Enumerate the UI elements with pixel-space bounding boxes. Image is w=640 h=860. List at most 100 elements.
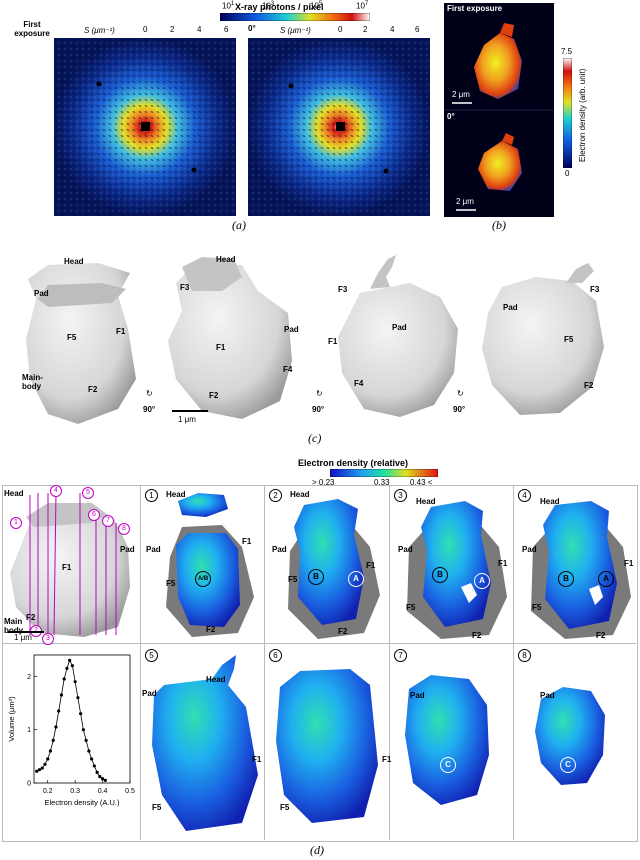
c1-label: Pad — [34, 289, 49, 298]
data-point — [65, 666, 69, 670]
b-bottom-title: 0° — [447, 112, 455, 121]
panel-d: Electron density (relative) > 0.23 0.33 … — [0, 455, 640, 860]
marker: A — [598, 571, 614, 587]
slice-label: F1 — [252, 755, 262, 764]
c2-label: F4 — [283, 365, 293, 374]
slice-label: F1 — [382, 755, 392, 764]
c1-label: F2 — [88, 385, 98, 394]
overview-scale-label: 1 μm — [14, 633, 32, 642]
c-scale-bar — [172, 410, 208, 412]
data-point — [79, 712, 83, 716]
data-point — [51, 738, 55, 742]
slice-label: Head — [166, 490, 186, 499]
c2-label: F3 — [180, 283, 190, 292]
overview-slice-marker: 7 — [102, 515, 114, 527]
right-axis-tick: 4 — [390, 25, 395, 34]
plot-frame — [33, 654, 131, 784]
overview-label: Head — [4, 489, 24, 498]
ed-colorbar-min: 0 — [565, 169, 570, 178]
slice-label: Head — [540, 497, 560, 506]
c4-label: Pad — [503, 303, 518, 312]
slice-number: 6 — [269, 649, 282, 662]
slice-label: Pad — [410, 691, 425, 700]
slice-label: F1 — [242, 537, 252, 546]
marker: C — [560, 757, 576, 773]
left-axis-tick: 2 — [170, 25, 175, 34]
data-point — [68, 658, 72, 662]
xray-colorbar-tick: 105 — [310, 1, 323, 11]
y-axis-label: Volume (μm³) — [7, 696, 16, 742]
right-axis-label: S (μm⁻¹) — [280, 26, 311, 35]
slice-number: 4 — [518, 489, 531, 502]
data-point — [87, 749, 91, 753]
ed-colorbar-label: Electron density (arb. unit) — [578, 68, 587, 162]
rotation-label: 90° — [143, 405, 156, 414]
c1-label: Main-body — [22, 373, 43, 391]
slice-1 — [166, 493, 254, 637]
left-axis-label: S (μm⁻¹) — [84, 26, 115, 35]
slice-label: Pad — [398, 545, 413, 554]
right-axis-tick: 6 — [415, 25, 420, 34]
slice-label: F2 — [206, 625, 216, 634]
marker: A — [474, 573, 490, 589]
c1-label: F1 — [116, 327, 126, 336]
caption-b: (b) — [492, 218, 506, 232]
y-tick-label: 2 — [27, 674, 31, 681]
reconstruction-images — [444, 3, 554, 217]
overview-slice-marker: 5 — [82, 487, 94, 499]
data-point — [43, 762, 47, 766]
slice-label: F2 — [338, 627, 348, 636]
slice-label: F1 — [624, 559, 634, 568]
slice-label: Pad — [146, 545, 161, 554]
caption-d: (d) — [310, 843, 324, 857]
panel-b: First exposure 0° 2 μm 2 μm 7.5 0 Electr… — [444, 0, 640, 235]
y-tick-label: 0 — [27, 781, 31, 788]
panel-c: Head Pad F5 F1 Main-body F2 Head F3 Pad … — [0, 245, 640, 450]
overview-label: Pad — [120, 545, 135, 554]
c2-label: F1 — [216, 343, 226, 352]
c4-label: F3 — [590, 285, 600, 294]
data-point — [59, 693, 64, 697]
slice-label: Pad — [142, 689, 157, 698]
rotation-label: 90° — [453, 405, 466, 414]
slice-7 — [405, 675, 489, 805]
x-axis-label: Electron density (A.U.) — [44, 798, 120, 807]
marker: A/B — [195, 571, 211, 587]
density-histogram: 0.2 0.3 0.4 0.5 0 1 2 Electron density (A.U.) Vo… — [7, 654, 135, 807]
slice-number: 3 — [394, 489, 407, 502]
slice-label: F5 — [166, 579, 176, 588]
marker: C — [440, 757, 456, 773]
overview-label: F1 — [62, 563, 72, 572]
slice-label: Head — [290, 490, 310, 499]
data-point — [90, 757, 94, 761]
overview-slice-marker: 3 — [42, 633, 54, 645]
rotation-icon: ↻ — [316, 389, 323, 398]
slice-label: Pad — [272, 545, 287, 554]
slice-label: F2 — [596, 631, 606, 640]
x-tick-label: 0.3 — [70, 788, 80, 795]
data-point — [103, 778, 107, 782]
xray-colorbar — [220, 13, 370, 21]
slice-label: Pad — [522, 545, 537, 554]
c3-label: F4 — [354, 379, 364, 388]
xray-colorbar-title: X-ray photons / pixel — [235, 2, 324, 12]
data-point — [46, 757, 50, 761]
c2-label: Pad — [284, 325, 299, 334]
data-point — [37, 768, 42, 772]
electron-density-colorbar — [563, 58, 572, 168]
left-axis-tick: 0 — [143, 25, 148, 34]
c3-label: F1 — [328, 337, 338, 346]
b-scale-top: 2 μm — [452, 90, 470, 99]
rotation-icon: ↻ — [146, 389, 153, 398]
slice-label: F5 — [288, 575, 298, 584]
marker: B — [432, 567, 448, 583]
slice-label: F2 — [472, 631, 482, 640]
overview-scale-bar — [8, 631, 44, 633]
data-point — [40, 766, 44, 770]
data-point — [98, 775, 102, 779]
slice-number: 5 — [145, 649, 158, 662]
x-tick-label: 0.5 — [125, 788, 135, 795]
x-tick-label: 0.4 — [98, 788, 108, 795]
slice-2 — [288, 499, 380, 639]
cell-view-3 — [338, 255, 458, 417]
